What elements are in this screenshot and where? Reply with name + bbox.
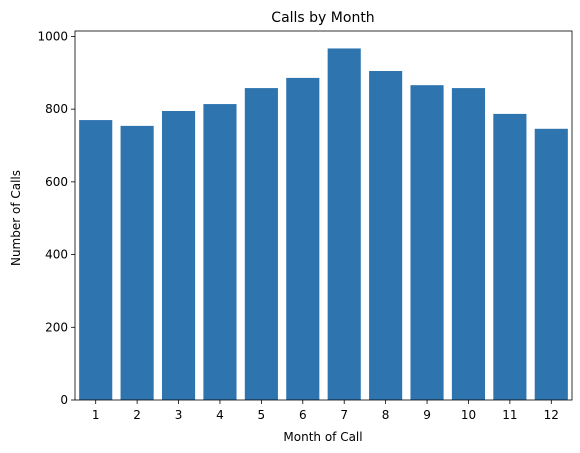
chart-title: Calls by Month: [271, 10, 374, 26]
x-tick-label: 5: [258, 408, 266, 422]
x-axis: 1 2 3 4 5 6 7 8 9 10 11 12: [92, 400, 559, 422]
bar-month-1: [79, 120, 113, 400]
x-tick-label: 9: [423, 408, 431, 422]
bar-month-7: [327, 48, 361, 400]
y-tick-label: 1000: [37, 29, 68, 43]
x-tick-label: 1: [92, 408, 100, 422]
y-tick-label: 400: [45, 248, 68, 262]
bar-month-10: [451, 88, 486, 401]
plot-border: [74, 30, 573, 401]
x-tick-label: 6: [299, 408, 307, 422]
x-tick-label: 8: [382, 408, 390, 422]
bar-month-11: [493, 113, 527, 400]
y-tick-label: 200: [45, 320, 68, 334]
y-tick-label: 800: [45, 102, 68, 116]
bar-month-2: [120, 125, 154, 400]
x-axis-title: Month of Call: [283, 430, 362, 444]
y-tick-label: 0: [60, 393, 68, 407]
y-axis-title: Number of Calls: [9, 170, 23, 266]
bar-month-6: [286, 77, 320, 401]
x-tick-label: 11: [502, 408, 517, 422]
x-tick-label: 2: [133, 408, 141, 422]
x-tick-label: 4: [216, 408, 224, 422]
bar-month-8: [369, 70, 403, 401]
bar-month-4: [203, 104, 237, 400]
bar-month-5: [244, 88, 278, 401]
bar-month-3: [161, 110, 196, 401]
bar-month-9: [410, 85, 444, 401]
x-tick-label: 12: [544, 408, 559, 422]
bar-group: [79, 48, 568, 401]
x-tick-label: 3: [175, 408, 183, 422]
y-tick-label: 600: [45, 175, 68, 189]
y-axis: 0 200 400 600 800 1000: [37, 29, 75, 407]
plot-frame: [74, 30, 573, 401]
x-tick-label: 10: [461, 408, 476, 422]
bar-month-12: [534, 128, 568, 401]
x-tick-label: 7: [340, 408, 348, 422]
